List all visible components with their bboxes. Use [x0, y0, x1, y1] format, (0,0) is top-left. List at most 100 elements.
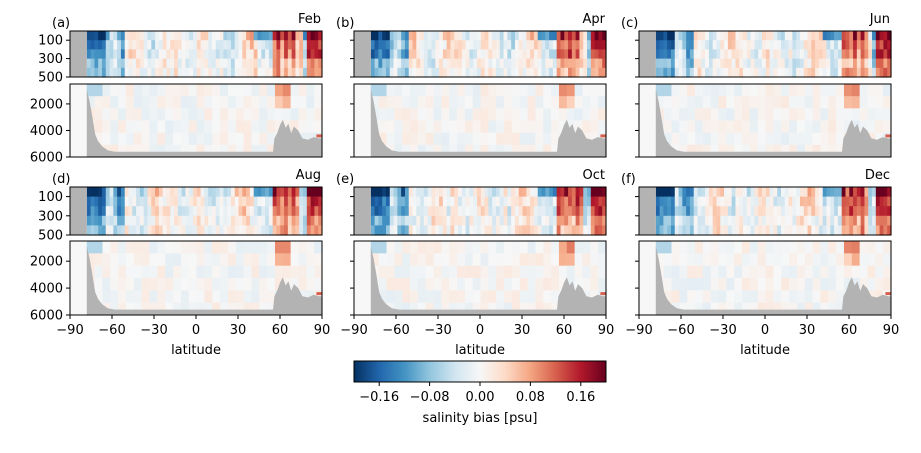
heatmap-cell: [386, 84, 395, 97]
heatmap-cell: [274, 278, 284, 291]
heatmap-cell: [687, 290, 696, 304]
heatmap-cell: [702, 290, 712, 304]
heatmap-cell: [836, 302, 845, 316]
panel-month: Feb: [298, 12, 321, 27]
panel-label: (c): [621, 16, 638, 31]
heatmap-cell: [251, 144, 260, 158]
heatmap-cell: [149, 84, 158, 97]
heatmap-cell: [883, 120, 892, 134]
heatmap-cell: [822, 196, 828, 207]
heatmap-cell: [818, 58, 824, 69]
heatmap-cell: [859, 120, 869, 134]
heatmap-cell: [598, 40, 603, 50]
heatmap-cell: [527, 108, 537, 122]
heatmap-cell: [731, 225, 737, 236]
heatmap-cell: [378, 31, 383, 41]
heatmap-cell: [511, 67, 516, 78]
heatmap-cell: [875, 196, 881, 207]
heatmap-cell: [488, 225, 493, 236]
heatmap-cell: [180, 108, 190, 122]
heatmap-cell: [397, 40, 402, 50]
heatmap-cell: [378, 253, 388, 267]
heatmap-cell: [158, 49, 164, 60]
heatmap-cell: [105, 215, 111, 226]
heatmap-cell: [272, 49, 278, 60]
heatmap-cell: [394, 84, 403, 97]
heatmap-cell: [671, 132, 680, 146]
heatmap-cell: [464, 241, 474, 254]
heatmap-cell: [708, 225, 714, 236]
heatmap-cell: [147, 215, 152, 226]
heatmap-cell: [298, 241, 307, 254]
heatmap-cell: [837, 31, 843, 41]
heatmap-cell: [223, 49, 228, 60]
heatmap-cell: [227, 84, 237, 97]
heatmap-cell: [804, 120, 814, 134]
heatmap-cell: [454, 215, 459, 226]
heatmap-cell: [133, 108, 143, 122]
heatmap-cell: [689, 187, 695, 198]
heatmap-cell: [128, 67, 133, 78]
x-tick-label: 0: [192, 323, 200, 338]
heatmap-cell: [249, 67, 255, 78]
heatmap-cell: [689, 40, 695, 50]
heatmap-cell: [663, 120, 673, 134]
heatmap-cell: [204, 144, 213, 158]
heatmap-cell: [872, 187, 877, 198]
heatmap-cell: [259, 108, 268, 122]
heatmap-cell: [382, 225, 387, 236]
heatmap-cell: [412, 196, 417, 207]
heatmap-cell: [743, 215, 748, 226]
heatmap-cell: [402, 278, 411, 291]
heatmap-cell: [394, 144, 403, 158]
heatmap-cell: [762, 206, 767, 217]
heatmap-cell: [682, 196, 687, 207]
heatmap-cell: [457, 302, 466, 316]
heatmap-cell: [822, 40, 828, 50]
heatmap-cell: [425, 132, 435, 146]
heatmap-cell: [188, 84, 198, 97]
heatmap-cell: [834, 215, 839, 226]
heatmap-cell: [535, 278, 544, 291]
heatmap-cell: [686, 196, 691, 207]
heatmap-cell: [734, 241, 743, 254]
heatmap-cell: [781, 241, 790, 254]
heatmap-cell: [382, 196, 387, 207]
heatmap-cell: [454, 67, 459, 78]
heatmap-cell: [879, 49, 885, 60]
heatmap-cell: [716, 40, 721, 50]
heatmap-cell: [582, 84, 591, 97]
heatmap-cell: [238, 58, 243, 69]
heatmap-cell: [276, 40, 281, 50]
heatmap-cell: [427, 206, 433, 217]
heatmap-cell: [507, 215, 512, 226]
heatmap-cell: [223, 196, 228, 207]
heatmap-cell: [853, 196, 858, 207]
heatmap-cell: [477, 31, 482, 41]
heatmap-cell: [830, 196, 835, 207]
heatmap-cell: [454, 58, 459, 69]
heatmap-cell: [382, 215, 387, 226]
heatmap-cell: [830, 67, 835, 78]
antarctic-land-upper: [70, 31, 87, 77]
x-tick-label: 0: [476, 323, 484, 338]
heatmap-cell: [219, 31, 224, 41]
heatmap-cell: [284, 187, 289, 198]
heatmap-cell: [253, 40, 259, 50]
heatmap-cell: [416, 58, 421, 69]
heatmap-cell: [708, 58, 714, 69]
heatmap-cell: [94, 108, 104, 122]
heatmap-cell: [143, 58, 149, 69]
heatmap-cell: [457, 132, 466, 146]
heatmap-cell: [170, 187, 175, 198]
panel-apr: (b) Apr: [336, 12, 607, 158]
heatmap-cell: [679, 278, 688, 291]
heatmap-cell: [872, 196, 877, 207]
heatmap-cell: [541, 187, 546, 198]
heatmap-cell: [551, 144, 560, 158]
panel-month: Jun: [869, 12, 890, 27]
heatmap-cell: [568, 187, 573, 198]
heatmap-cell: [211, 67, 217, 78]
heatmap-cell: [496, 302, 505, 316]
